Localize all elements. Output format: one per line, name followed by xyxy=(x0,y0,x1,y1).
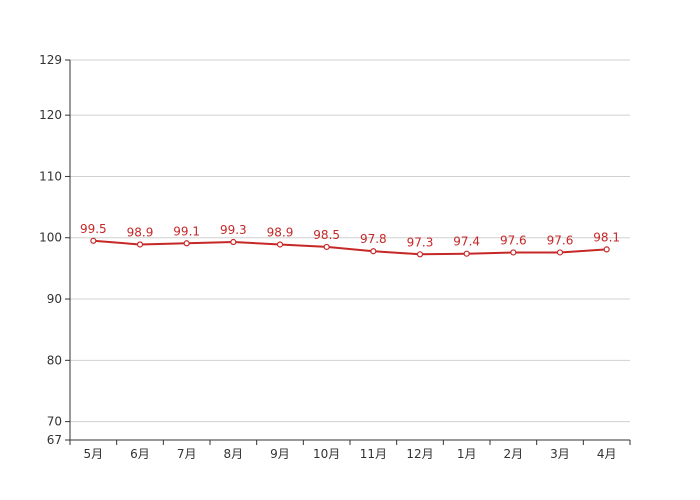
data-label: 98.9 xyxy=(127,225,154,239)
gridlines xyxy=(70,59,630,423)
data-label: 98.5 xyxy=(313,228,340,242)
data-label: 97.4 xyxy=(453,235,480,249)
y-tick-label: 110 xyxy=(39,169,62,183)
y-tick-label: 120 xyxy=(39,108,62,122)
y-tick-label: 90 xyxy=(47,292,62,306)
data-point xyxy=(230,238,237,246)
y-tick-label: 100 xyxy=(39,231,62,245)
data-point xyxy=(603,246,610,253)
y-tick-label: 80 xyxy=(47,353,62,367)
data-label: 98.9 xyxy=(267,225,294,239)
x-tick-label: 3月 xyxy=(550,447,570,461)
x-tick-label: 6月 xyxy=(130,447,150,461)
data-point xyxy=(136,241,144,248)
data-point xyxy=(323,243,330,251)
x-tick-label: 7月 xyxy=(177,447,197,461)
x-tick-label: 12月 xyxy=(406,447,433,461)
data-point xyxy=(183,240,190,247)
x-tick-label: 11月 xyxy=(360,447,387,461)
data-label: 97.8 xyxy=(360,232,387,246)
x-tick-label: 8月 xyxy=(224,447,244,461)
data-label: 99.1 xyxy=(173,224,200,238)
data-point xyxy=(276,241,284,248)
data-point xyxy=(510,249,517,256)
data-label: 99.3 xyxy=(220,223,247,237)
data-label: 98.1 xyxy=(593,230,620,244)
x-tick-label: 5月 xyxy=(84,447,104,461)
x-tick-label: 4月 xyxy=(597,447,617,461)
data-labels: 99.5 98.9 99.1 99.3 98.9 98.5 97.8 97.3 97.4 97.6… xyxy=(80,222,620,249)
data-label: 97.3 xyxy=(407,235,434,249)
y-tick-label: 67 xyxy=(47,433,62,447)
y-tick-label: 129 xyxy=(39,53,62,67)
data-label: 99.5 xyxy=(80,222,107,236)
x-tick-label: 1月 xyxy=(457,447,477,461)
x-tick-label: 9月 xyxy=(270,447,290,461)
series-line xyxy=(93,239,607,256)
data-label: 97.6 xyxy=(500,233,527,247)
x-tick-label: 2月 xyxy=(504,447,524,461)
data-point xyxy=(90,237,97,244)
data-point xyxy=(556,249,564,256)
axes: 67 70 80 90 100 110 120 129 5月 6月 7月 8月 9月 10月 11月 12月 1… xyxy=(39,53,631,461)
data-point xyxy=(463,250,470,257)
data-point xyxy=(416,251,424,258)
x-tick-label: 10月 xyxy=(313,447,340,461)
data-point xyxy=(370,248,377,255)
y-tick-label: 70 xyxy=(47,415,62,429)
series-group xyxy=(90,237,610,258)
data-label: 97.6 xyxy=(547,233,574,247)
